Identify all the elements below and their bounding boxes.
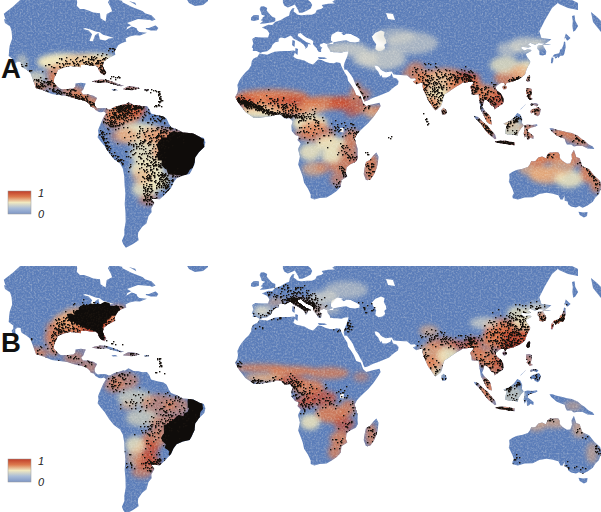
svg-text:0: 0 bbox=[38, 208, 45, 220]
svg-text:A: A bbox=[1, 53, 21, 84]
svg-text:B: B bbox=[1, 327, 21, 358]
svg-text:1: 1 bbox=[38, 187, 44, 199]
svg-text:1: 1 bbox=[38, 455, 44, 467]
svg-text:0: 0 bbox=[38, 476, 45, 488]
